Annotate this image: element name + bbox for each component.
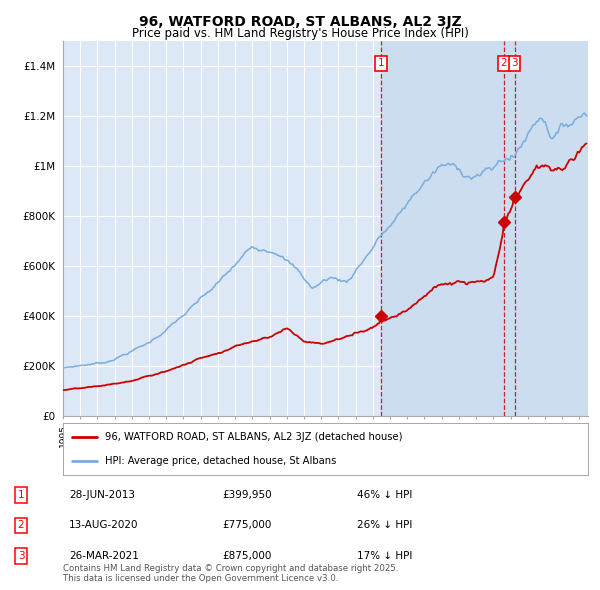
Text: 3: 3	[17, 551, 25, 561]
Bar	[381, 41, 600, 416]
Text: Price paid vs. HM Land Registry's House Price Index (HPI): Price paid vs. HM Land Registry's House …	[131, 27, 469, 40]
Text: 26-MAR-2021: 26-MAR-2021	[69, 551, 139, 561]
Text: 1: 1	[17, 490, 25, 500]
Text: 96, WATFORD ROAD, ST ALBANS, AL2 3JZ: 96, WATFORD ROAD, ST ALBANS, AL2 3JZ	[139, 15, 461, 30]
Text: 96, WATFORD ROAD, ST ALBANS, AL2 3JZ (detached house): 96, WATFORD ROAD, ST ALBANS, AL2 3JZ (de…	[105, 432, 403, 442]
Text: 1: 1	[378, 58, 385, 68]
Text: 13-AUG-2020: 13-AUG-2020	[69, 520, 139, 530]
Text: £775,000: £775,000	[222, 520, 271, 530]
Text: 2: 2	[500, 58, 508, 68]
Text: £399,950: £399,950	[222, 490, 272, 500]
Text: 46% ↓ HPI: 46% ↓ HPI	[357, 490, 412, 500]
Text: HPI: Average price, detached house, St Albans: HPI: Average price, detached house, St A…	[105, 456, 337, 466]
Text: 17% ↓ HPI: 17% ↓ HPI	[357, 551, 412, 561]
Text: £875,000: £875,000	[222, 551, 271, 561]
Text: 3: 3	[511, 58, 518, 68]
Text: 26% ↓ HPI: 26% ↓ HPI	[357, 520, 412, 530]
Text: 2: 2	[17, 520, 25, 530]
Text: Contains HM Land Registry data © Crown copyright and database right 2025.
This d: Contains HM Land Registry data © Crown c…	[63, 563, 398, 583]
Text: 28-JUN-2013: 28-JUN-2013	[69, 490, 135, 500]
